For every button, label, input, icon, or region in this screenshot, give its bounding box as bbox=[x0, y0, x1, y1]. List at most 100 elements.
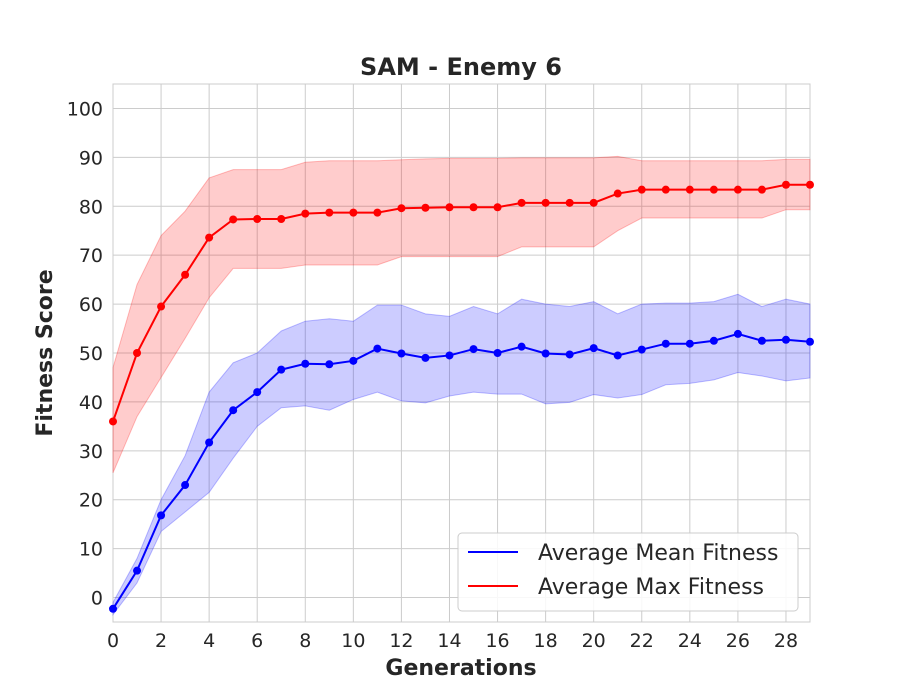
data-point bbox=[806, 337, 814, 346]
y-tick-label: 90 bbox=[79, 147, 103, 169]
data-point bbox=[373, 344, 382, 353]
y-tick-label: 20 bbox=[79, 490, 103, 512]
data-point bbox=[325, 208, 334, 217]
y-tick-label: 100 bbox=[67, 98, 103, 120]
data-point bbox=[685, 185, 694, 194]
x-axis-title: Generations bbox=[385, 656, 536, 681]
data-point bbox=[613, 189, 622, 198]
series-line-0 bbox=[112, 332, 811, 610]
legend-label-max: Average Max Fitness bbox=[538, 575, 764, 600]
series-lines bbox=[112, 183, 811, 610]
data-point bbox=[685, 339, 694, 348]
data-point bbox=[301, 359, 310, 368]
data-point bbox=[277, 365, 286, 374]
confidence-bands bbox=[112, 155, 811, 617]
data-point bbox=[517, 198, 526, 207]
data-point bbox=[589, 344, 598, 353]
data-point bbox=[445, 351, 454, 360]
x-tick-label: 12 bbox=[389, 630, 413, 652]
data-point bbox=[493, 349, 502, 357]
x-tick-label: 2 bbox=[155, 630, 167, 652]
data-point bbox=[325, 360, 334, 369]
x-tick-label: 16 bbox=[485, 630, 509, 652]
data-point bbox=[133, 566, 142, 575]
data-point bbox=[277, 214, 286, 223]
data-point bbox=[109, 417, 117, 426]
data-point bbox=[445, 203, 454, 212]
data-point bbox=[253, 388, 262, 397]
y-tick-label: 40 bbox=[79, 392, 103, 414]
data-point bbox=[229, 215, 238, 224]
x-tick-label: 6 bbox=[251, 630, 263, 652]
x-tick-labels: 0 2 4 6 8 10 12 14 16 18 20 22 24 26 28 bbox=[107, 630, 798, 652]
data-point bbox=[301, 209, 310, 218]
y-tick-label: 80 bbox=[79, 196, 103, 218]
data-point bbox=[709, 336, 718, 345]
x-tick-label: 28 bbox=[774, 630, 798, 652]
data-point bbox=[733, 329, 742, 338]
x-tick-label: 24 bbox=[678, 630, 702, 652]
data-point bbox=[229, 406, 238, 415]
data-point bbox=[781, 180, 790, 189]
x-tick-label: 22 bbox=[630, 630, 654, 652]
data-point bbox=[613, 351, 622, 360]
y-tick-label: 10 bbox=[79, 539, 103, 561]
series-points bbox=[109, 180, 814, 613]
data-point bbox=[421, 203, 430, 212]
data-point bbox=[253, 214, 262, 223]
data-point bbox=[373, 208, 382, 217]
y-tick-label: 70 bbox=[79, 245, 103, 267]
data-point bbox=[733, 185, 742, 194]
data-point bbox=[541, 198, 550, 207]
data-point bbox=[205, 438, 214, 447]
x-tick-label: 0 bbox=[107, 630, 119, 652]
confidence-band-1 bbox=[112, 155, 811, 474]
y-tick-labels: 0 10 20 30 40 50 60 70 80 90 100 bbox=[67, 98, 103, 609]
x-tick-label: 14 bbox=[437, 630, 461, 652]
data-point bbox=[517, 342, 526, 351]
x-tick-label: 10 bbox=[341, 630, 365, 652]
data-point bbox=[133, 349, 142, 357]
x-tick-label: 18 bbox=[534, 630, 558, 652]
data-point bbox=[469, 203, 478, 212]
data-point bbox=[709, 185, 718, 194]
y-tick-label: 0 bbox=[91, 588, 103, 610]
data-point bbox=[397, 204, 406, 213]
y-tick-label: 50 bbox=[79, 343, 103, 365]
y-tick-label: 30 bbox=[79, 441, 103, 463]
data-point bbox=[349, 208, 358, 217]
data-point bbox=[589, 198, 598, 207]
data-point bbox=[781, 335, 790, 344]
data-point bbox=[757, 336, 766, 345]
confidence-band-0 bbox=[112, 293, 811, 617]
data-point bbox=[757, 185, 766, 194]
data-point bbox=[661, 185, 670, 194]
chart-title: SAM - Enemy 6 bbox=[360, 53, 562, 81]
data-point bbox=[493, 203, 502, 212]
data-point bbox=[181, 270, 190, 279]
data-point bbox=[661, 339, 670, 348]
data-point bbox=[157, 511, 166, 520]
data-point bbox=[565, 350, 574, 359]
data-point bbox=[109, 604, 117, 613]
x-tick-label: 8 bbox=[299, 630, 311, 652]
data-point bbox=[157, 302, 166, 311]
x-tick-label: 26 bbox=[726, 630, 750, 652]
y-tick-label: 60 bbox=[79, 294, 103, 316]
series-line-1 bbox=[112, 183, 810, 422]
data-point bbox=[205, 233, 214, 242]
data-point bbox=[349, 356, 358, 365]
data-point bbox=[421, 353, 430, 362]
y-axis-title: Fitness Score bbox=[33, 269, 58, 436]
x-tick-label: 20 bbox=[582, 630, 606, 652]
data-point bbox=[181, 481, 190, 490]
legend: Average Mean Fitness Average Max Fitness bbox=[457, 532, 799, 612]
data-point bbox=[637, 185, 646, 194]
data-point bbox=[397, 349, 406, 358]
data-point bbox=[565, 198, 574, 207]
data-point bbox=[806, 180, 814, 189]
legend-box bbox=[457, 532, 799, 612]
legend-label-mean: Average Mean Fitness bbox=[538, 541, 778, 566]
data-point bbox=[541, 349, 550, 358]
